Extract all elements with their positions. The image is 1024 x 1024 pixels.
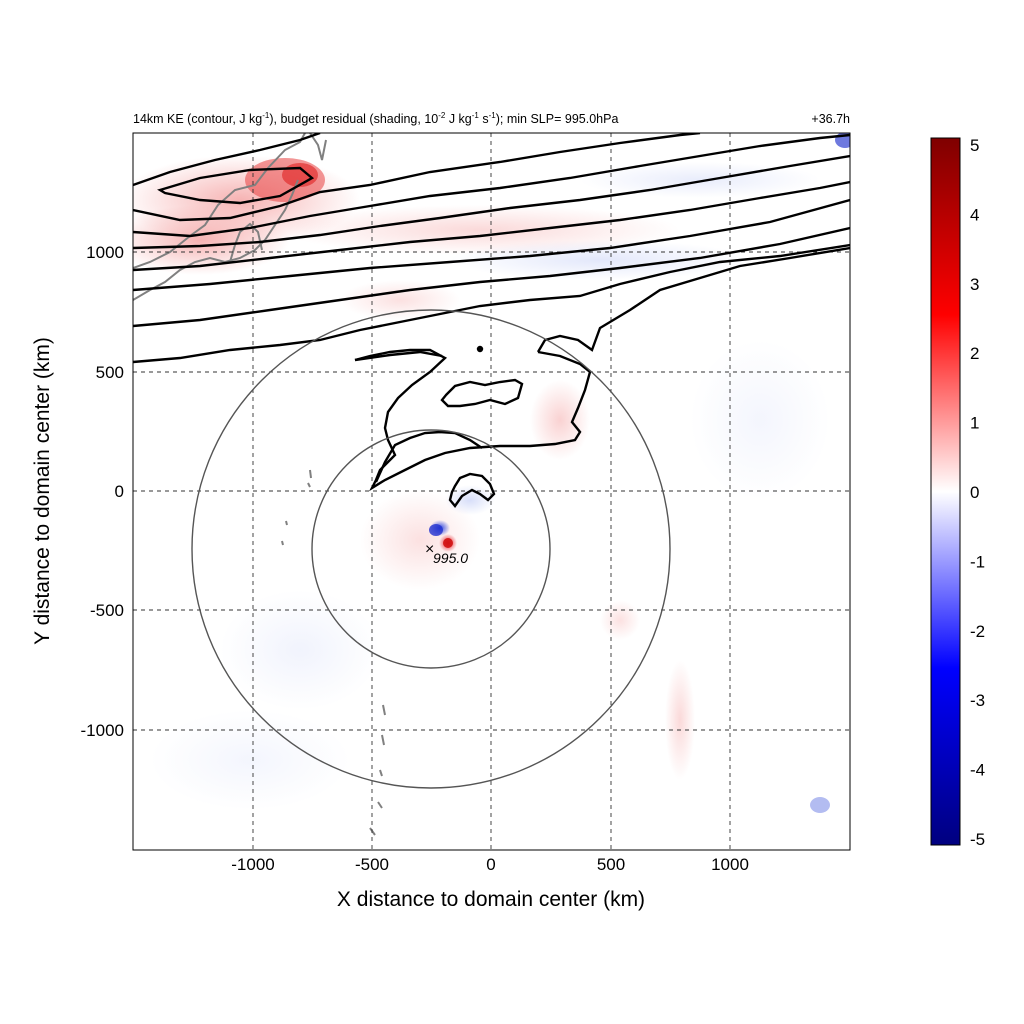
colorbar-gradient [930, 137, 961, 846]
contour-line [133, 243, 850, 364]
contour-line [133, 133, 321, 187]
x-tick-label: -500 [355, 855, 389, 874]
y-tick-label: 500 [96, 363, 124, 382]
min-slp-label: 995.0 [433, 550, 468, 566]
colorbar-tick-label: -1 [970, 552, 985, 571]
y-tick-label: 1000 [86, 243, 124, 262]
x-tick-label: 1000 [711, 855, 749, 874]
contour-line [448, 472, 496, 508]
x-tick-label: 0 [486, 855, 495, 874]
plot-area: × 995.0 [133, 133, 850, 850]
y-axis: -1000 -500 0 500 1000 [81, 243, 124, 740]
contour-line [374, 430, 483, 483]
contour-line [440, 378, 524, 408]
contour-line [133, 226, 850, 328]
y-tick-label: 0 [115, 482, 124, 501]
y-tick-label: -1000 [81, 721, 124, 740]
colorbar-tick-label: 4 [970, 205, 979, 224]
x-axis-label: X distance to domain center (km) [337, 888, 645, 911]
y-tick-label: -500 [90, 601, 124, 620]
colorbar-tick-label: 1 [970, 414, 979, 433]
contour-line [536, 246, 850, 353]
contour-line [133, 180, 850, 272]
colorbar-tick-label: -3 [970, 691, 985, 710]
colorbar-tick-label: 0 [970, 483, 979, 502]
ke-contours [133, 133, 850, 508]
x-tick-label: 500 [597, 855, 625, 874]
chart-title: 14km KE (contour, J kg-1), budget residu… [133, 111, 618, 126]
storm-center: × 995.0 [425, 541, 468, 566]
contour-line [133, 133, 701, 222]
x-tick-label: -1000 [231, 855, 274, 874]
range-ring-1000km [191, 309, 671, 789]
contour-line [133, 154, 850, 250]
plot-frame [132, 132, 851, 851]
storm-center-marker: × [425, 541, 434, 558]
colorbar-tick-label: -4 [970, 761, 985, 780]
colorbar-tick-label: -2 [970, 622, 985, 641]
contour-line [354, 350, 443, 362]
coastline [133, 133, 386, 836]
colorbar-tick-label: 5 [970, 136, 979, 155]
contour-line [157, 166, 315, 205]
contour-line [133, 198, 850, 292]
colorbar-tick-label: -5 [970, 830, 985, 849]
colorbar-tick-label: 3 [970, 275, 979, 294]
forecast-hour: +36.7h [811, 112, 850, 126]
range-rings [191, 309, 671, 789]
contour-line [354, 348, 592, 492]
contour-line [133, 133, 850, 238]
range-ring-500km [311, 429, 551, 669]
y-axis-label: Y distance to domain center (km) [31, 337, 54, 645]
colorbar-tick-label: 2 [970, 344, 979, 363]
colorbar: 5 4 3 2 1 0 -1 -2 -3 -4 -5 [930, 136, 985, 849]
x-axis: -1000 -500 0 500 1000 [231, 855, 749, 874]
